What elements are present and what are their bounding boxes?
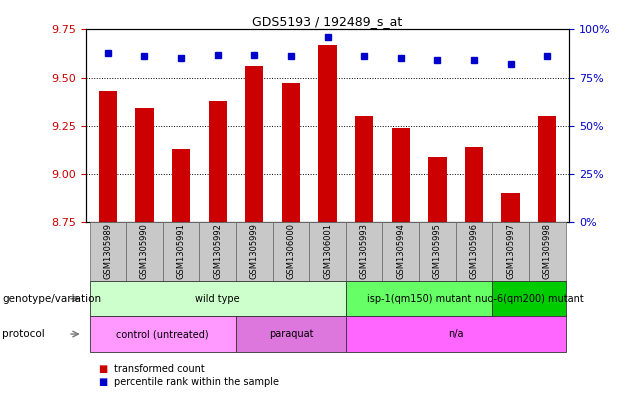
Text: paraquat: paraquat bbox=[268, 329, 313, 339]
Text: GSM1305996: GSM1305996 bbox=[469, 223, 478, 279]
Text: ■: ■ bbox=[99, 364, 108, 374]
Text: GSM1305995: GSM1305995 bbox=[433, 223, 442, 279]
Text: GSM1305989: GSM1305989 bbox=[103, 223, 113, 279]
Bar bbox=[99, 91, 117, 222]
Bar bbox=[392, 128, 410, 222]
Bar bbox=[355, 116, 373, 222]
Text: GSM1305991: GSM1305991 bbox=[177, 223, 186, 279]
Text: transformed count: transformed count bbox=[114, 364, 205, 374]
Text: nuo-6(qm200) mutant: nuo-6(qm200) mutant bbox=[474, 294, 583, 304]
Title: GDS5193 / 192489_s_at: GDS5193 / 192489_s_at bbox=[252, 15, 403, 28]
Text: GSM1305994: GSM1305994 bbox=[396, 223, 405, 279]
Text: wild type: wild type bbox=[195, 294, 240, 304]
Text: GSM1305999: GSM1305999 bbox=[250, 223, 259, 279]
Bar bbox=[245, 66, 263, 222]
Text: genotype/variation: genotype/variation bbox=[2, 294, 101, 304]
Bar bbox=[282, 83, 300, 222]
Text: GSM1305993: GSM1305993 bbox=[360, 223, 369, 279]
Bar bbox=[428, 156, 446, 222]
Bar bbox=[538, 116, 556, 222]
Text: GSM1306001: GSM1306001 bbox=[323, 223, 332, 279]
Bar bbox=[465, 147, 483, 222]
Text: protocol: protocol bbox=[2, 329, 45, 339]
Text: GSM1305990: GSM1305990 bbox=[140, 223, 149, 279]
Text: GSM1306000: GSM1306000 bbox=[286, 223, 295, 279]
Text: GSM1305998: GSM1305998 bbox=[543, 223, 552, 279]
Bar bbox=[172, 149, 190, 222]
Text: GSM1305992: GSM1305992 bbox=[213, 223, 222, 279]
Bar bbox=[209, 101, 227, 222]
Text: percentile rank within the sample: percentile rank within the sample bbox=[114, 377, 279, 387]
Text: ■: ■ bbox=[99, 377, 108, 387]
Text: isp-1(qm150) mutant: isp-1(qm150) mutant bbox=[367, 294, 471, 304]
Bar bbox=[319, 45, 336, 222]
Text: control (untreated): control (untreated) bbox=[116, 329, 209, 339]
Text: GSM1305997: GSM1305997 bbox=[506, 223, 515, 279]
Text: n/a: n/a bbox=[448, 329, 464, 339]
Bar bbox=[501, 193, 520, 222]
Bar bbox=[135, 108, 154, 222]
